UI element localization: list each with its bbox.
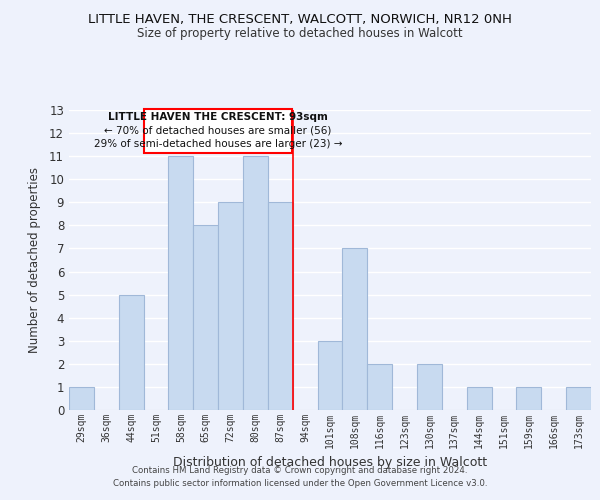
Bar bbox=[193, 226, 218, 410]
Bar bbox=[268, 202, 293, 410]
Bar bbox=[119, 294, 143, 410]
FancyBboxPatch shape bbox=[143, 109, 292, 152]
Bar bbox=[243, 156, 268, 410]
Text: Size of property relative to detached houses in Walcott: Size of property relative to detached ho… bbox=[137, 28, 463, 40]
X-axis label: Distribution of detached houses by size in Walcott: Distribution of detached houses by size … bbox=[173, 456, 487, 469]
Text: LITTLE HAVEN THE CRESCENT: 93sqm: LITTLE HAVEN THE CRESCENT: 93sqm bbox=[108, 112, 328, 122]
Bar bbox=[566, 387, 591, 410]
Text: ← 70% of detached houses are smaller (56): ← 70% of detached houses are smaller (56… bbox=[104, 126, 332, 136]
Text: 29% of semi-detached houses are larger (23) →: 29% of semi-detached houses are larger (… bbox=[94, 140, 342, 149]
Bar bbox=[69, 387, 94, 410]
Bar bbox=[317, 341, 343, 410]
Y-axis label: Number of detached properties: Number of detached properties bbox=[28, 167, 41, 353]
Bar bbox=[417, 364, 442, 410]
Bar bbox=[218, 202, 243, 410]
Text: LITTLE HAVEN, THE CRESCENT, WALCOTT, NORWICH, NR12 0NH: LITTLE HAVEN, THE CRESCENT, WALCOTT, NOR… bbox=[88, 12, 512, 26]
Text: Contains HM Land Registry data © Crown copyright and database right 2024.
Contai: Contains HM Land Registry data © Crown c… bbox=[113, 466, 487, 487]
Bar bbox=[169, 156, 193, 410]
Bar bbox=[367, 364, 392, 410]
Bar bbox=[467, 387, 491, 410]
Bar bbox=[517, 387, 541, 410]
Bar bbox=[343, 248, 367, 410]
